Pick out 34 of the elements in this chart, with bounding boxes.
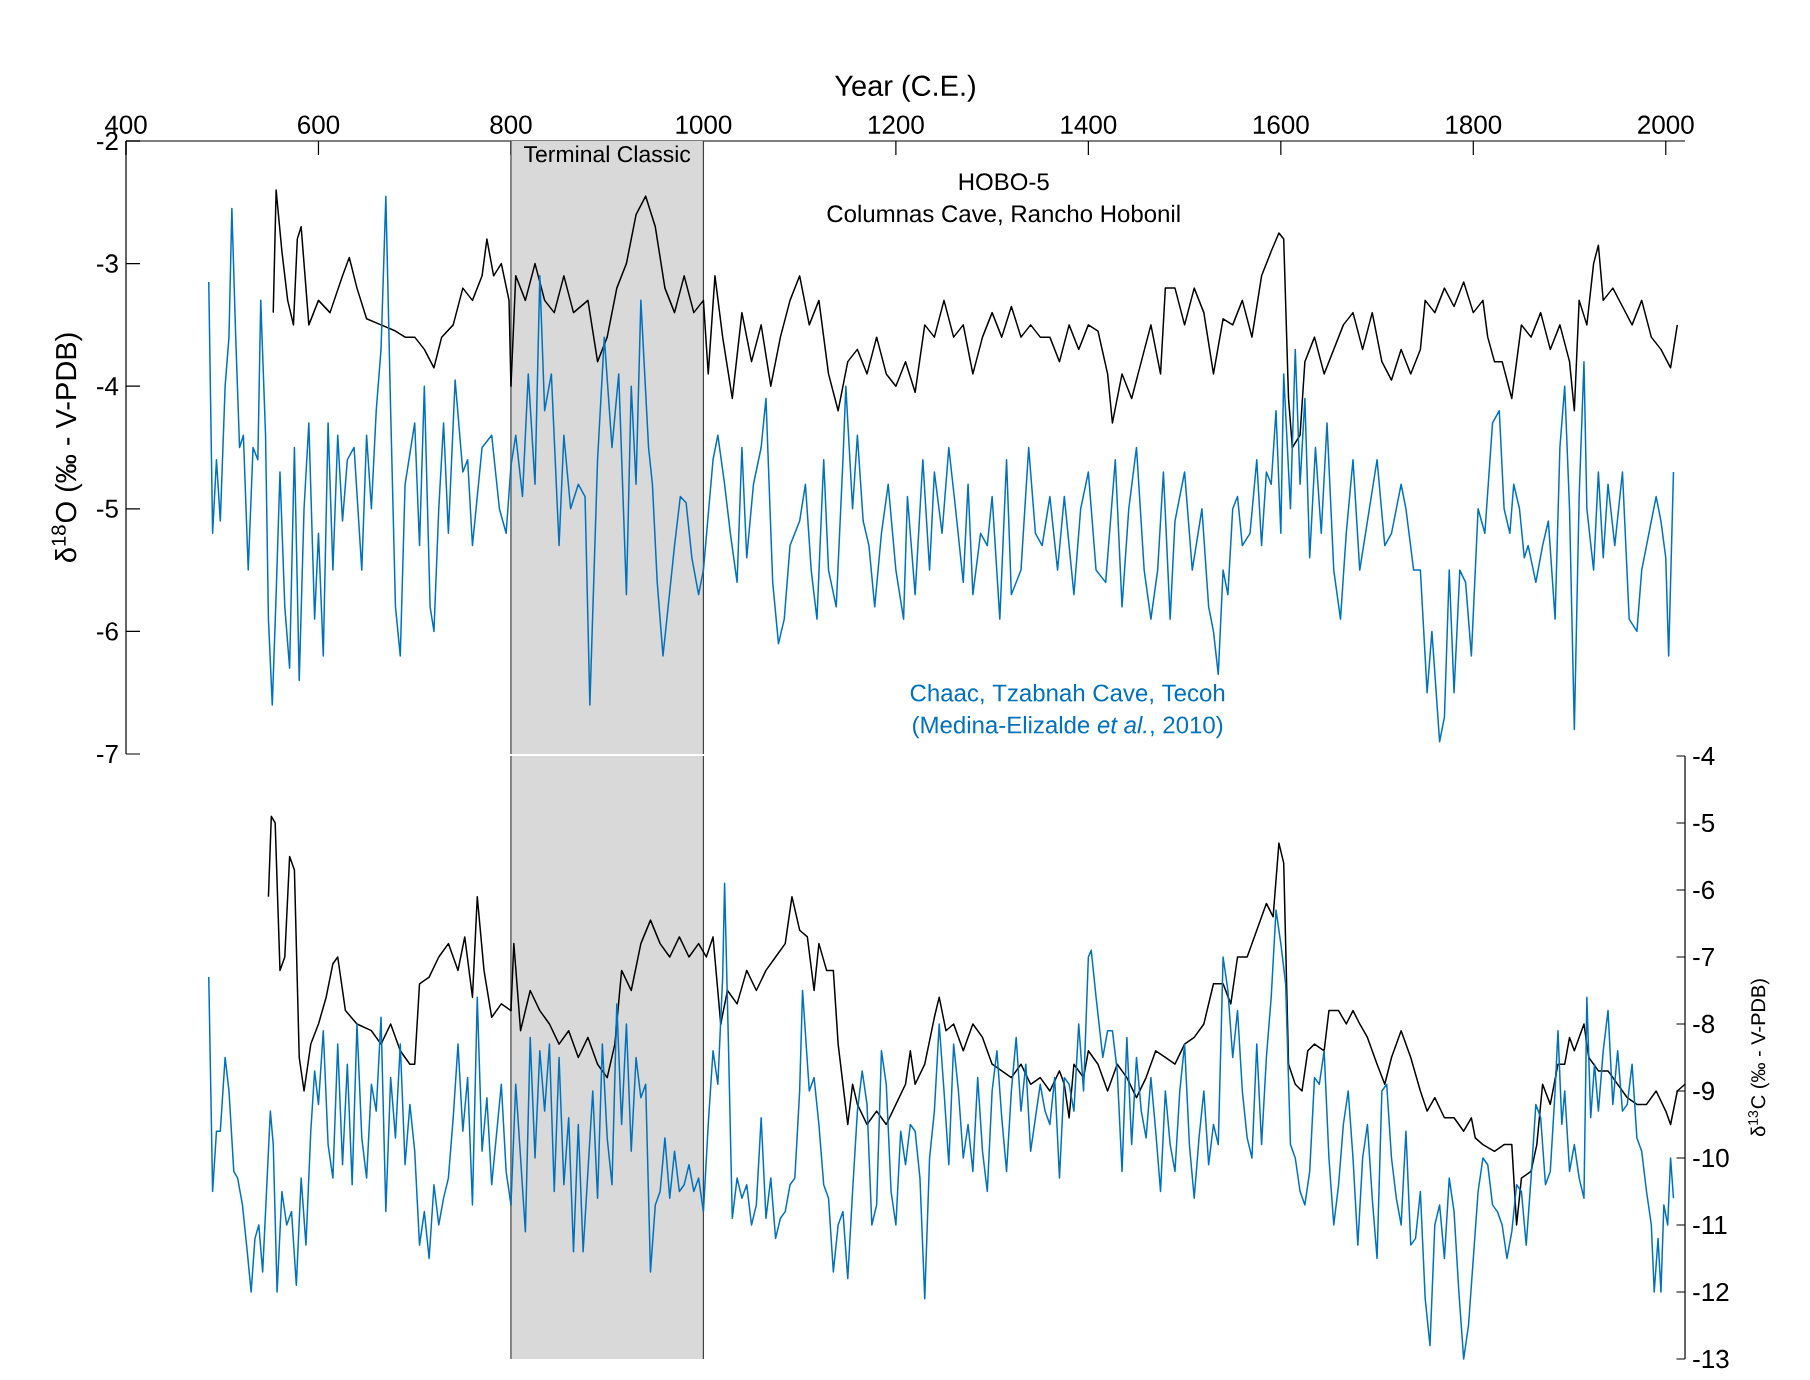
band-label: Terminal Classic [523, 145, 691, 163]
y-tick-label: -4 [96, 377, 119, 396]
x-tick-label: 800 [490, 115, 532, 134]
y-tick-label: -6 [96, 622, 118, 641]
x-tick-label: 1400 [1061, 115, 1117, 134]
y2-tick-label: -10 [1693, 1148, 1729, 1168]
y2-tick-label: -5 [1693, 813, 1715, 833]
annotation: (Medina-Elizalde et al., 2010) [913, 715, 1223, 739]
x-tick-label: 1200 [868, 115, 924, 134]
y2-tick-label: -6 [1693, 880, 1715, 900]
y-tick-label: -7 [96, 745, 118, 763]
annotation: Columnas Cave, Rancho Hobonil [827, 204, 1180, 226]
x-tick-label: 400 [104, 115, 147, 134]
y-axis-title: δ$^{18}$O (‰ - V-PDB) [51, 333, 83, 562]
line-series [208, 195, 1675, 743]
y2-tick-label: -13 [1693, 1349, 1729, 1369]
y-tick-label: -3 [96, 254, 118, 273]
y-tick-label: -2 [96, 131, 118, 151]
text: HOBO-5 [959, 173, 1049, 191]
y2-axis-title: δ$^{13}$C (‰ - V-PDB) [1748, 979, 1770, 1137]
y2-tick-label: -4 [1693, 747, 1715, 765]
x-tick-label: 1000 [676, 115, 732, 134]
y2-tick-label: -8 [1693, 1014, 1715, 1034]
x-tick-label: 2000 [1638, 115, 1694, 134]
y2-tick-label: -11 [1693, 1216, 1727, 1234]
y-tick-label: -5 [96, 499, 118, 518]
series-label: Chaac, Tzabnah Cave, Tecoh [910, 683, 1225, 705]
y2-tick-label: -7 [1693, 948, 1714, 966]
x-tick-label: 600 [298, 115, 340, 134]
x-axis-title: Year (C.E.) [834, 74, 975, 102]
x-tick-label: 1800 [1446, 115, 1502, 134]
y2-tick-label: -9 [1693, 1081, 1714, 1101]
y2-tick-label: -12 [1693, 1282, 1729, 1302]
x-tick-label: 1600 [1253, 115, 1309, 134]
